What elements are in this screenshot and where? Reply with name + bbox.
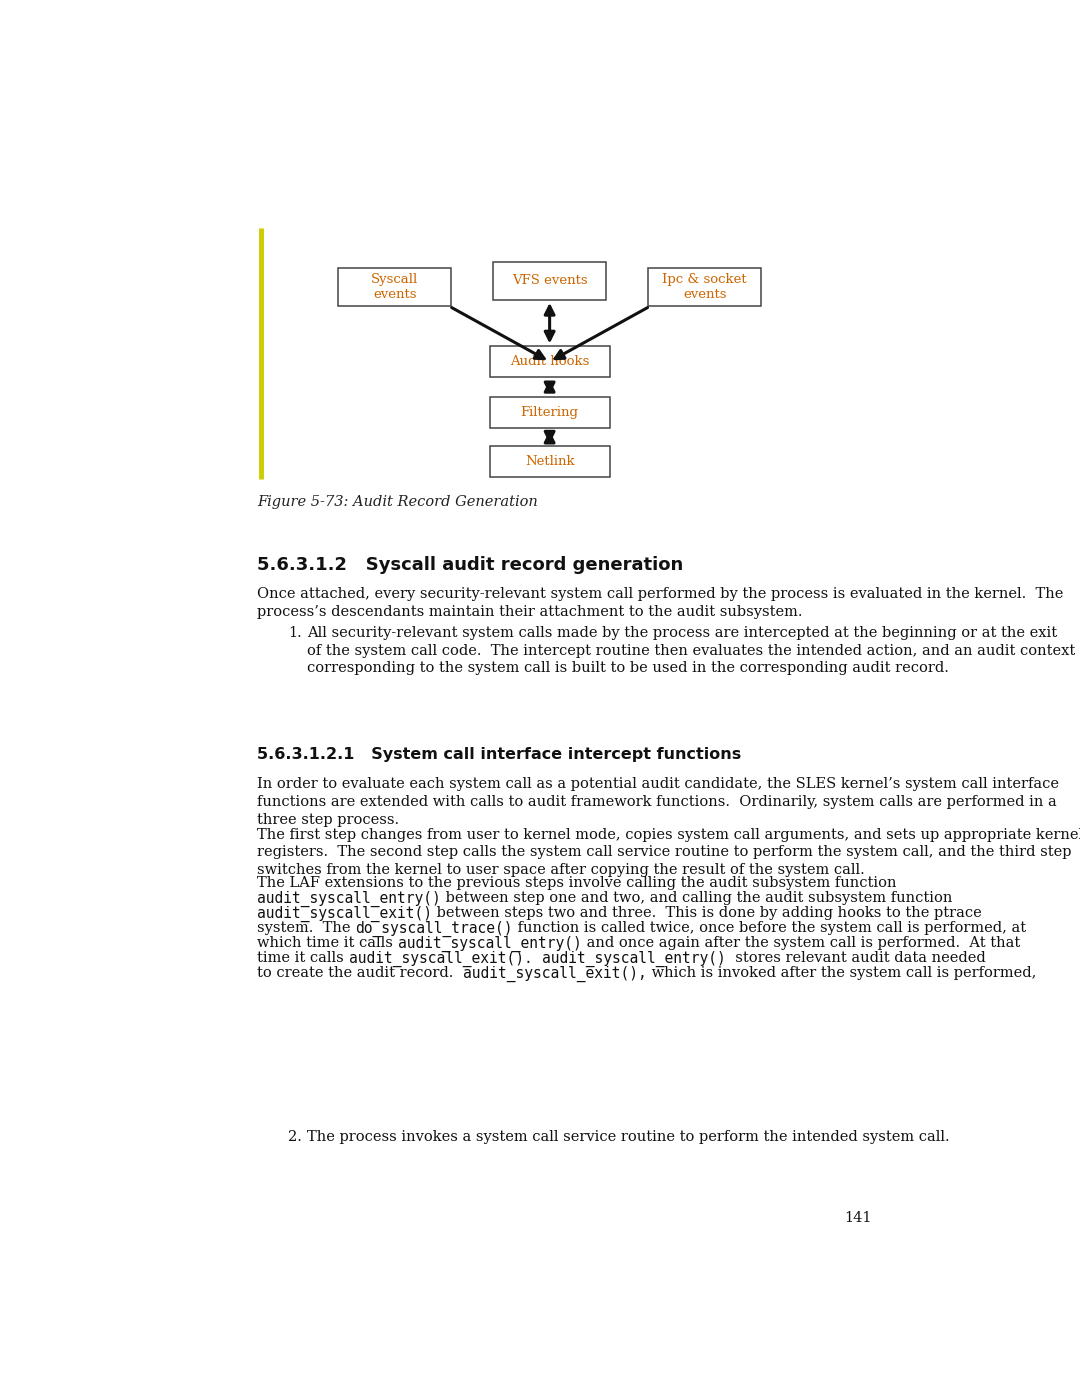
Text: audit_syscall_exit().: audit_syscall_exit(). bbox=[349, 951, 532, 967]
Text: to create the audit record.: to create the audit record. bbox=[257, 967, 463, 981]
FancyBboxPatch shape bbox=[494, 261, 606, 300]
Text: 141: 141 bbox=[843, 1211, 872, 1225]
Text: between steps two and three.  This is done by adding hooks to the ptrace: between steps two and three. This is don… bbox=[432, 907, 982, 921]
Text: Ipc & socket
events: Ipc & socket events bbox=[662, 272, 747, 300]
FancyBboxPatch shape bbox=[489, 447, 610, 478]
Text: which is invoked after the system call is performed,: which is invoked after the system call i… bbox=[647, 967, 1036, 981]
Text: 5.6.3.1.2   Syscall audit record generation: 5.6.3.1.2 Syscall audit record generatio… bbox=[257, 556, 684, 574]
Text: Netlink: Netlink bbox=[525, 455, 575, 468]
Text: VFS events: VFS events bbox=[512, 274, 588, 288]
Text: Once attached, every security-relevant system call performed by the process is e: Once attached, every security-relevant s… bbox=[257, 587, 1064, 619]
FancyBboxPatch shape bbox=[489, 397, 610, 427]
Text: do_syscall_trace(): do_syscall_trace() bbox=[355, 921, 513, 937]
Text: audit_syscall_entry(): audit_syscall_entry() bbox=[542, 951, 726, 967]
Text: time it calls: time it calls bbox=[257, 951, 349, 965]
Text: audit_syscall_entry(): audit_syscall_entry() bbox=[257, 891, 442, 907]
Text: function is called twice, once before the system call is performed, at: function is called twice, once before th… bbox=[513, 921, 1026, 935]
FancyBboxPatch shape bbox=[338, 268, 450, 306]
Text: The process invokes a system call service routine to perform the intended system: The process invokes a system call servic… bbox=[307, 1130, 949, 1144]
Text: All security-relevant system calls made by the process are intercepted at the be: All security-relevant system calls made … bbox=[307, 626, 1076, 676]
Text: stores relevant audit data needed: stores relevant audit data needed bbox=[726, 951, 985, 965]
Text: and once again after the system call is performed.  At that: and once again after the system call is … bbox=[582, 936, 1020, 950]
Text: In order to evaluate each system call as a potential audit candidate, the SLES k: In order to evaluate each system call as… bbox=[257, 778, 1059, 827]
FancyBboxPatch shape bbox=[489, 346, 610, 377]
Text: which time it calls: which time it calls bbox=[257, 936, 397, 950]
FancyBboxPatch shape bbox=[648, 268, 760, 306]
Text: audit_syscall_exit(),: audit_syscall_exit(), bbox=[463, 967, 647, 982]
Text: The first step changes from user to kernel mode, copies system call arguments, a: The first step changes from user to kern… bbox=[257, 827, 1080, 877]
Text: Filtering: Filtering bbox=[521, 407, 579, 419]
Text: audit_syscall_exit(): audit_syscall_exit() bbox=[257, 907, 432, 922]
Text: Figure 5-73: Audit Record Generation: Figure 5-73: Audit Record Generation bbox=[257, 495, 538, 509]
Text: The LAF extensions to the previous steps involve calling the audit subsystem fun: The LAF extensions to the previous steps… bbox=[257, 876, 897, 890]
Text: 2.: 2. bbox=[288, 1130, 302, 1144]
Text: audit_syscall_entry(): audit_syscall_entry() bbox=[397, 936, 582, 953]
Text: 5.6.3.1.2.1   System call interface intercept functions: 5.6.3.1.2.1 System call interface interc… bbox=[257, 746, 742, 761]
Text: between step one and two, and calling the audit subsystem function: between step one and two, and calling th… bbox=[442, 891, 953, 905]
Text: 1.: 1. bbox=[288, 626, 302, 640]
Text: system.  The: system. The bbox=[257, 921, 355, 935]
Text: Audit hooks: Audit hooks bbox=[510, 355, 590, 369]
Text: Syscall
events: Syscall events bbox=[372, 272, 418, 300]
